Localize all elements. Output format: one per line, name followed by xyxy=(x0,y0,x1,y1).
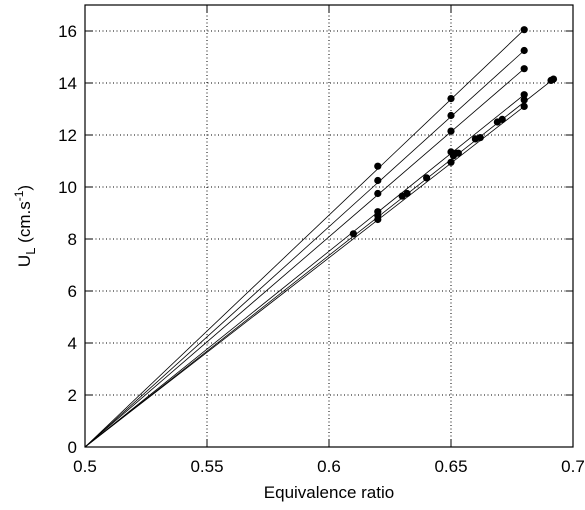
data-point xyxy=(549,75,558,83)
y-tick-labels: 0 2 4 6 8 10 12 14 16 xyxy=(58,22,77,457)
y-axis-title-subscript: L xyxy=(23,248,38,255)
data-point xyxy=(498,115,506,123)
x-axis-title: Equivalence ratio xyxy=(264,483,394,502)
fit-line xyxy=(84,106,525,448)
y-axis-title-main: U xyxy=(15,255,34,267)
data-point xyxy=(447,127,455,135)
fit-line xyxy=(84,94,525,448)
y-axis-title: UL (cm.s-1) xyxy=(12,185,38,267)
x-tick-label: 0.5 xyxy=(73,457,97,476)
data-point xyxy=(403,189,411,198)
data-point xyxy=(374,189,382,198)
data-point xyxy=(447,111,455,120)
data-point xyxy=(374,215,382,224)
data-point xyxy=(520,46,528,55)
data-point xyxy=(520,102,528,110)
data-point xyxy=(447,158,455,166)
grid xyxy=(85,5,573,447)
data-point xyxy=(520,65,528,73)
y-tick-label: 2 xyxy=(68,386,77,405)
data-point xyxy=(476,134,484,142)
y-tick-label: 12 xyxy=(58,126,77,145)
fit-line xyxy=(84,68,525,448)
x-tick-labels: 0.5 0.55 0.6 0.65 0.7 xyxy=(73,457,585,476)
fit-lines xyxy=(84,29,554,448)
x-tick-label: 0.65 xyxy=(434,457,467,476)
data-point xyxy=(520,26,528,34)
y-tick-label: 0 xyxy=(68,438,77,457)
data-point xyxy=(374,176,382,185)
data-point xyxy=(520,91,528,99)
fit-line xyxy=(84,78,554,448)
y-axis-title-close: ) xyxy=(15,185,34,191)
x-tick-label: 0.7 xyxy=(561,457,585,476)
data-points xyxy=(349,26,558,238)
data-point xyxy=(447,95,455,103)
data-point xyxy=(423,174,431,182)
y-tick-label: 8 xyxy=(68,230,77,249)
fit-line xyxy=(84,50,525,448)
y-tick-label: 10 xyxy=(58,178,77,197)
y-tick-label: 16 xyxy=(58,22,77,41)
y-tick-label: 14 xyxy=(58,74,77,93)
y-tick-label: 4 xyxy=(68,334,77,353)
data-point xyxy=(349,230,357,238)
axis-ticks xyxy=(84,5,574,448)
fit-line xyxy=(84,29,525,448)
data-point xyxy=(520,96,528,104)
data-point xyxy=(454,149,462,157)
x-tick-label: 0.6 xyxy=(317,457,341,476)
y-tick-label: 6 xyxy=(68,282,77,301)
data-point xyxy=(374,162,382,170)
y-axis-title-superscript: -1 xyxy=(12,190,26,201)
y-axis-title-unit: (cm.s xyxy=(15,201,34,247)
x-tick-label: 0.55 xyxy=(190,457,223,476)
